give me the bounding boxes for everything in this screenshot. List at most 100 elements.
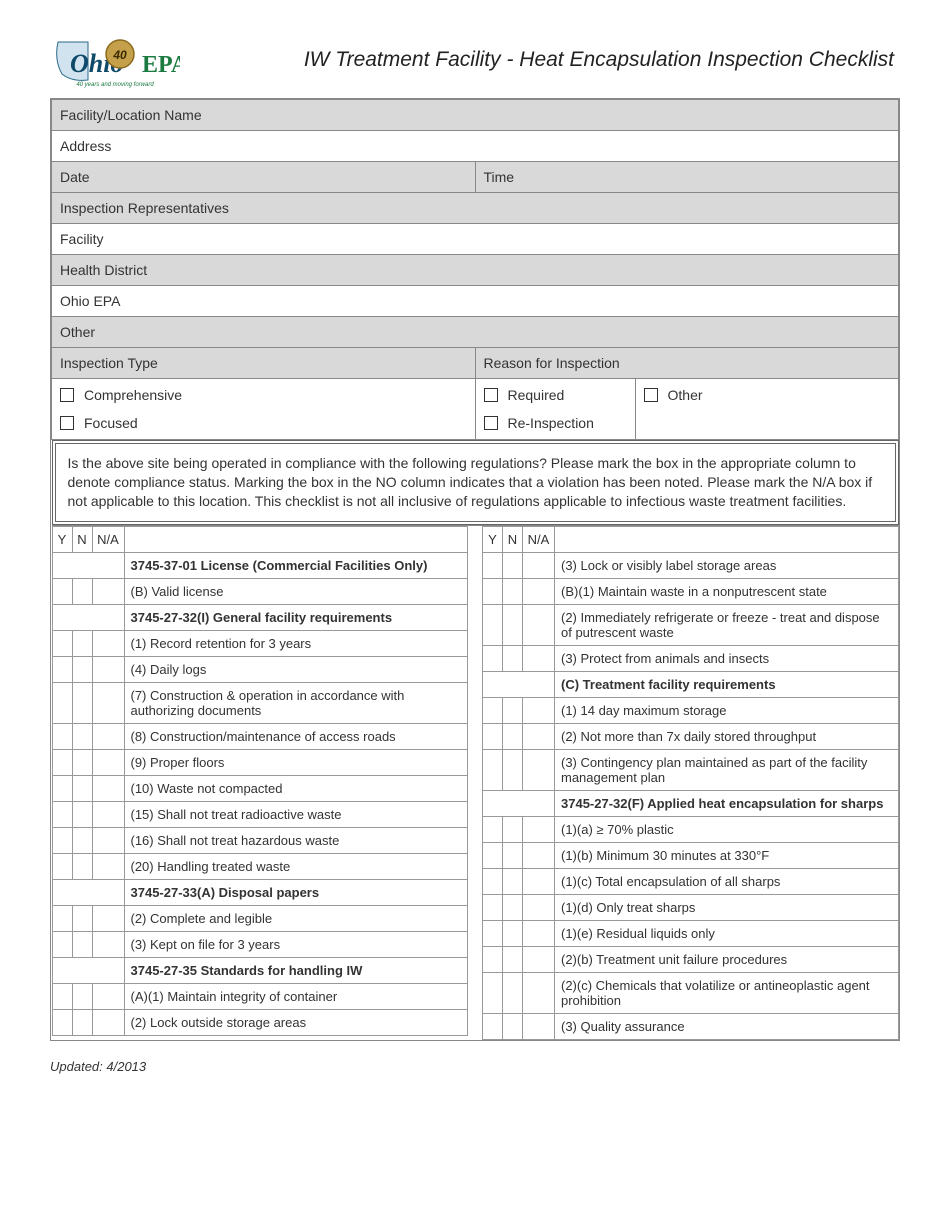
info-field[interactable]: Health District	[52, 255, 899, 286]
checkbox-icon[interactable]	[484, 388, 498, 402]
check-cell-n[interactable]	[72, 801, 92, 827]
check-cell-na[interactable]	[92, 749, 124, 775]
check-cell-n[interactable]	[72, 931, 92, 957]
check-cell-na[interactable]	[92, 775, 124, 801]
checkbox-icon[interactable]	[60, 416, 74, 430]
check-cell-y[interactable]	[52, 682, 72, 723]
check-cell-n[interactable]	[72, 630, 92, 656]
check-cell-y[interactable]	[52, 1009, 72, 1035]
check-cell-y[interactable]	[483, 578, 503, 604]
check-cell-n[interactable]	[503, 697, 523, 723]
check-cell-na[interactable]	[92, 983, 124, 1009]
check-cell-n[interactable]	[72, 905, 92, 931]
check-cell-y[interactable]	[483, 604, 503, 645]
check-cell-na[interactable]	[92, 630, 124, 656]
checkbox-option[interactable]: Comprehensive	[60, 387, 467, 403]
check-cell-n[interactable]	[503, 1013, 523, 1039]
check-cell-y[interactable]	[52, 749, 72, 775]
checkbox-icon[interactable]	[644, 388, 658, 402]
check-cell-y[interactable]	[52, 983, 72, 1009]
check-cell-y[interactable]	[483, 697, 503, 723]
check-cell-n[interactable]	[503, 604, 523, 645]
check-cell-na[interactable]	[523, 894, 555, 920]
check-cell-y[interactable]	[483, 645, 503, 671]
check-cell-na[interactable]	[92, 827, 124, 853]
checkbox-option[interactable]: Focused	[60, 415, 467, 431]
check-cell-n[interactable]	[72, 853, 92, 879]
checkbox-icon[interactable]	[60, 388, 74, 402]
check-cell-y[interactable]	[52, 578, 72, 604]
check-cell-n[interactable]	[72, 983, 92, 1009]
check-cell-na[interactable]	[92, 656, 124, 682]
check-cell-na[interactable]	[523, 816, 555, 842]
check-cell-y[interactable]	[483, 946, 503, 972]
info-field[interactable]: Date	[52, 162, 476, 193]
check-cell-na[interactable]	[523, 578, 555, 604]
check-cell-na[interactable]	[523, 723, 555, 749]
check-cell-n[interactable]	[503, 946, 523, 972]
check-cell-na[interactable]	[92, 853, 124, 879]
check-cell-y[interactable]	[483, 894, 503, 920]
check-cell-na[interactable]	[523, 552, 555, 578]
check-cell-y[interactable]	[483, 842, 503, 868]
check-cell-na[interactable]	[92, 682, 124, 723]
check-cell-na[interactable]	[92, 578, 124, 604]
info-field[interactable]: Address	[52, 131, 899, 162]
check-cell-na[interactable]	[523, 868, 555, 894]
check-cell-y[interactable]	[52, 853, 72, 879]
info-field[interactable]: Facility/Location Name	[52, 100, 899, 131]
info-field[interactable]: Facility	[52, 224, 899, 255]
check-cell-na[interactable]	[92, 905, 124, 931]
check-cell-n[interactable]	[503, 816, 523, 842]
check-cell-y[interactable]	[483, 749, 503, 790]
check-cell-n[interactable]	[503, 749, 523, 790]
check-cell-n[interactable]	[503, 894, 523, 920]
check-cell-y[interactable]	[52, 775, 72, 801]
check-cell-n[interactable]	[72, 827, 92, 853]
check-cell-y[interactable]	[52, 630, 72, 656]
check-cell-n[interactable]	[72, 775, 92, 801]
check-cell-y[interactable]	[52, 931, 72, 957]
checkbox-option[interactable]: Re-Inspection	[484, 415, 627, 431]
check-cell-na[interactable]	[523, 842, 555, 868]
check-cell-n[interactable]	[72, 1009, 92, 1035]
info-field[interactable]: Inspection Representatives	[52, 193, 899, 224]
check-cell-na[interactable]	[523, 645, 555, 671]
check-cell-y[interactable]	[52, 656, 72, 682]
check-cell-n[interactable]	[503, 578, 523, 604]
check-cell-n[interactable]	[503, 723, 523, 749]
check-cell-n[interactable]	[503, 920, 523, 946]
check-cell-na[interactable]	[523, 972, 555, 1013]
check-cell-na[interactable]	[523, 697, 555, 723]
check-cell-na[interactable]	[523, 920, 555, 946]
check-cell-y[interactable]	[52, 801, 72, 827]
check-cell-na[interactable]	[523, 946, 555, 972]
info-field[interactable]: Ohio EPA	[52, 286, 899, 317]
check-cell-na[interactable]	[523, 1013, 555, 1039]
check-cell-n[interactable]	[503, 842, 523, 868]
checkbox-icon[interactable]	[484, 416, 498, 430]
check-cell-y[interactable]	[52, 827, 72, 853]
check-cell-n[interactable]	[72, 656, 92, 682]
check-cell-n[interactable]	[72, 682, 92, 723]
check-cell-na[interactable]	[92, 931, 124, 957]
check-cell-n[interactable]	[503, 552, 523, 578]
info-field[interactable]: Other	[52, 317, 899, 348]
check-cell-y[interactable]	[483, 868, 503, 894]
check-cell-na[interactable]	[92, 1009, 124, 1035]
check-cell-y[interactable]	[483, 552, 503, 578]
check-cell-y[interactable]	[52, 905, 72, 931]
check-cell-y[interactable]	[483, 972, 503, 1013]
checkbox-option[interactable]: Required	[484, 387, 627, 403]
check-cell-y[interactable]	[483, 816, 503, 842]
checkbox-option[interactable]: Other	[644, 387, 891, 403]
check-cell-n[interactable]	[503, 868, 523, 894]
check-cell-na[interactable]	[92, 801, 124, 827]
check-cell-y[interactable]	[52, 723, 72, 749]
check-cell-y[interactable]	[483, 723, 503, 749]
check-cell-n[interactable]	[503, 972, 523, 1013]
check-cell-n[interactable]	[72, 578, 92, 604]
check-cell-na[interactable]	[92, 723, 124, 749]
check-cell-n[interactable]	[72, 749, 92, 775]
check-cell-n[interactable]	[72, 723, 92, 749]
